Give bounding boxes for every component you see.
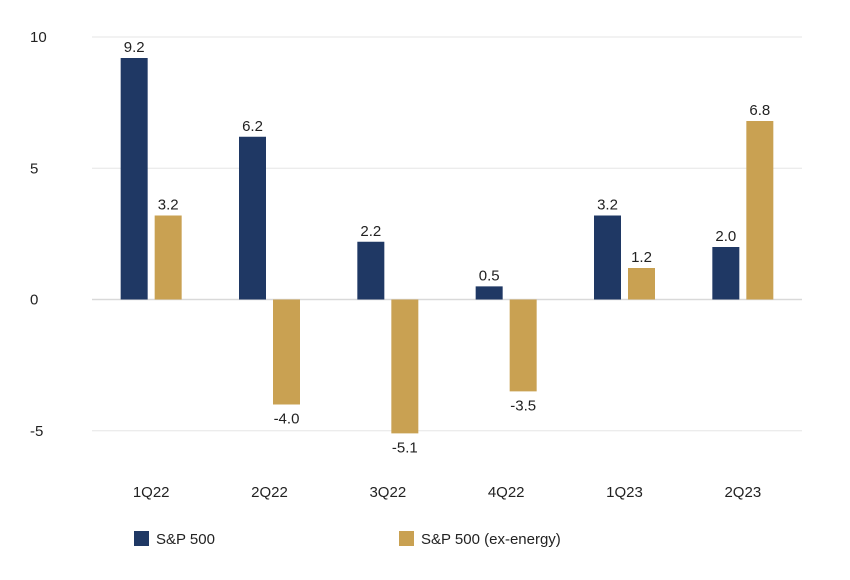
bar-sp500-ex-energy-1q23 [628, 268, 655, 300]
legend-swatch [134, 531, 149, 546]
data-label: 2.0 [715, 228, 736, 245]
legend-label: S&P 500 [156, 531, 215, 548]
x-tick-label: 4Q22 [488, 484, 525, 501]
gridlines [92, 36, 802, 432]
data-label: 3.2 [597, 197, 618, 214]
x-tick-label: 2Q23 [724, 484, 761, 501]
bar-sp500-ex-energy-2q22 [273, 299, 300, 405]
data-label: 1.2 [631, 249, 652, 266]
legend-swatch [399, 531, 414, 546]
y-tick-label: 10 [30, 29, 47, 46]
bar-sp500-ex-energy-1q22 [154, 215, 182, 300]
bar-sp500-1q23 [594, 215, 621, 300]
x-tick-label: 3Q22 [369, 484, 406, 501]
x-tick-label: 1Q22 [133, 484, 170, 501]
data-label: 0.5 [479, 267, 500, 284]
data-label: -5.1 [392, 439, 418, 456]
bar-sp500-2q23 [712, 247, 740, 300]
data-labels: 9.2 3.2 6.2 -4.0 2.2 -5.1 0.5 -3.5 3.2 1.2 2.0 6.8 [124, 39, 771, 456]
bars [120, 58, 774, 434]
data-label: 6.2 [242, 118, 263, 135]
legend-label: S&P 500 (ex-energy) [421, 531, 561, 548]
bar-sp500-3q22 [357, 241, 385, 300]
bar-sp500-1q22 [120, 58, 148, 300]
y-axis: 10 5 0 -5 [30, 29, 47, 440]
data-label: 9.2 [124, 39, 145, 56]
data-label: -4.0 [274, 411, 300, 428]
bar-sp500-ex-energy-4q22 [509, 299, 537, 392]
x-axis: 1Q22 2Q22 3Q22 4Q22 1Q23 2Q23 [133, 484, 761, 501]
legend: S&P 500 S&P 500 (ex-energy) [134, 531, 561, 548]
y-tick-label: -5 [30, 423, 43, 440]
data-label: 3.2 [158, 197, 179, 214]
x-tick-label: 1Q23 [606, 484, 643, 501]
y-tick-label: 5 [30, 160, 38, 177]
bar-sp500-ex-energy-2q23 [746, 121, 774, 300]
data-label: 2.2 [360, 223, 381, 240]
bar-sp500-2q22 [239, 136, 266, 300]
y-tick-label: 0 [30, 292, 38, 309]
data-label: -3.5 [510, 397, 536, 414]
data-label: 6.8 [749, 102, 770, 119]
bar-sp500-4q22 [475, 286, 503, 300]
x-tick-label: 2Q22 [251, 484, 288, 501]
bar-sp500-ex-energy-3q22 [391, 299, 419, 434]
